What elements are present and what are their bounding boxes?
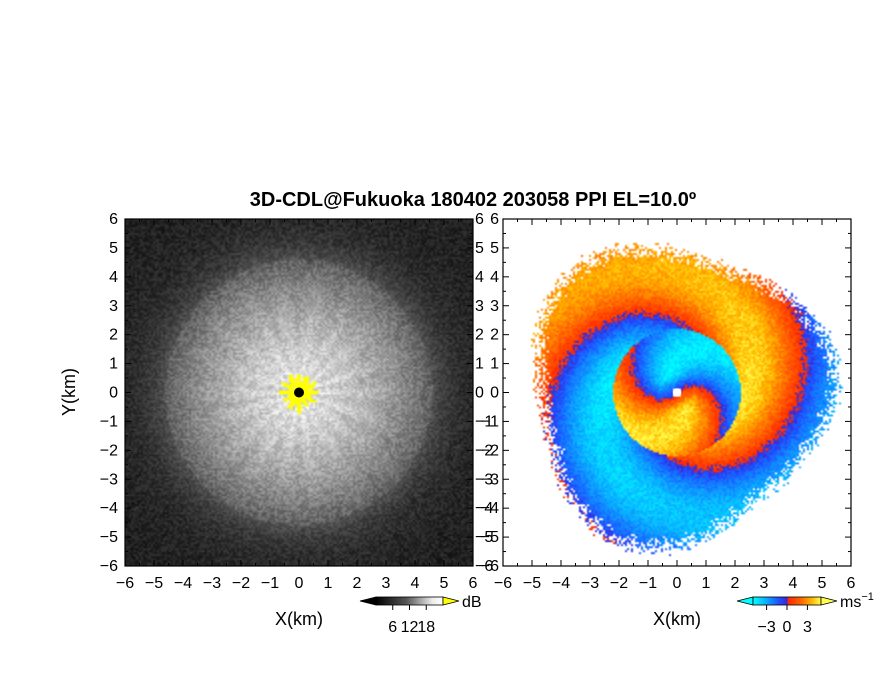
velocity-colorbar-high-arrow bbox=[820, 596, 838, 606]
x-tick-label: −4 bbox=[174, 575, 192, 592]
y-tick-label-right: −3 bbox=[475, 471, 493, 488]
y-tick-label: −5 bbox=[100, 529, 118, 546]
x-tick-label: 6 bbox=[469, 575, 478, 592]
velocity-colorbar-low-arrow bbox=[736, 596, 754, 606]
x-tick-label: −3 bbox=[581, 575, 599, 592]
intensity-x-axis-label: X(km) bbox=[275, 609, 323, 629]
velocity-ticks: −6 −5 −4 −3 −2 −1 0 1 2 3 4 5 6 6 5 4 3 2 1 0 −1 −2 −3 −4 −5 −6 bbox=[481, 211, 856, 592]
y-tick-label: −4 bbox=[481, 500, 499, 517]
colorbar-tick-label: 12 bbox=[401, 619, 419, 636]
x-tick-label: 0 bbox=[673, 575, 682, 592]
velocity-unit-text: ms bbox=[840, 594, 861, 611]
y-tick-label: −3 bbox=[481, 471, 499, 488]
colorbar-gradient bbox=[375, 596, 444, 606]
y-tick-label: 0 bbox=[490, 385, 499, 402]
y-tick-label: 6 bbox=[490, 211, 499, 228]
colorbar-tick-label: 18 bbox=[417, 619, 435, 636]
x-tick-label: −2 bbox=[232, 575, 250, 592]
colorbar-low-arrow bbox=[359, 596, 377, 606]
y-tick-label: −2 bbox=[481, 442, 499, 459]
velocity-colorbar-unit: ms−1 bbox=[840, 591, 874, 611]
y-tick-label: 3 bbox=[109, 298, 118, 315]
x-tick-label: 1 bbox=[324, 575, 333, 592]
x-tick-label: 2 bbox=[731, 575, 740, 592]
x-tick-label: 5 bbox=[440, 575, 449, 592]
velocity-x-axis-label: X(km) bbox=[653, 609, 701, 629]
colorbar-tick-label: 3 bbox=[803, 619, 812, 636]
radar-center-marker-white bbox=[673, 388, 681, 397]
y-tick-label: 1 bbox=[490, 356, 499, 373]
y-tick-label-right: 6 bbox=[475, 211, 484, 228]
velocity-panel: −6 −5 −4 −3 −2 −1 0 1 2 3 4 5 6 6 5 4 3 2 1 0 −1 −2 −3 −4 −5 −6 X… bbox=[481, 211, 856, 629]
y-tick-label-right: −2 bbox=[475, 442, 493, 459]
intensity-panel: −6 −5 −4 −3 −2 −1 0 1 2 3 4 5 66 65 54 43 32 21 10 0−1 −1−2−… bbox=[59, 211, 493, 629]
y-tick-label: −4 bbox=[100, 500, 118, 517]
y-tick-label-right: −5 bbox=[475, 529, 493, 546]
velocity-colorbar-gradient bbox=[752, 596, 822, 606]
colorbar-unit: dB bbox=[462, 594, 482, 611]
y-tick-label: 2 bbox=[109, 327, 118, 344]
velocity-unit-exponent: −1 bbox=[861, 591, 874, 603]
y-tick-label: 6 bbox=[109, 211, 118, 228]
y-tick-label: −6 bbox=[100, 558, 118, 575]
y-tick-label: 5 bbox=[490, 240, 499, 257]
x-tick-label: 1 bbox=[702, 575, 711, 592]
x-tick-label: −5 bbox=[145, 575, 163, 592]
y-tick-label-right: 1 bbox=[475, 356, 484, 373]
y-tick-label: 5 bbox=[109, 240, 118, 257]
intensity-ticks: −6 −5 −4 −3 −2 −1 0 1 2 3 4 5 66 65 54 43 32 21 10 0−1 −1−2−… bbox=[100, 211, 494, 592]
colorbar-high-arrow bbox=[442, 596, 460, 606]
x-tick-label: −6 bbox=[494, 575, 512, 592]
colorbar-tick-label: −3 bbox=[757, 619, 775, 636]
colorbar-tick-label: 0 bbox=[783, 619, 792, 636]
y-tick-label: −2 bbox=[100, 442, 118, 459]
x-tick-label: −1 bbox=[639, 575, 657, 592]
x-tick-label: −3 bbox=[203, 575, 221, 592]
radar-center-marker bbox=[294, 387, 304, 398]
velocity-colorbar-ticks: −3 0 3 bbox=[757, 605, 812, 636]
y-tick-label: −1 bbox=[481, 413, 499, 430]
x-tick-label: −1 bbox=[261, 575, 279, 592]
x-tick-label: 3 bbox=[382, 575, 391, 592]
x-tick-label: 0 bbox=[295, 575, 304, 592]
x-tick-label: −5 bbox=[523, 575, 541, 592]
x-tick-label: 4 bbox=[789, 575, 798, 592]
y-tick-label-right: −1 bbox=[475, 413, 493, 430]
x-tick-label: 2 bbox=[353, 575, 362, 592]
x-tick-label: 3 bbox=[760, 575, 769, 592]
x-tick-label: 6 bbox=[847, 575, 856, 592]
y-tick-label: 0 bbox=[109, 385, 118, 402]
y-tick-label: −1 bbox=[100, 413, 118, 430]
colorbar-tick-label: 6 bbox=[388, 619, 397, 636]
y-tick-label-right: −6 bbox=[475, 558, 493, 575]
figure-title: 3D-CDL@Fukuoka 180402 203058 PPI EL=10.0… bbox=[250, 189, 696, 211]
y-tick-label: 2 bbox=[490, 327, 499, 344]
y-tick-label-right: 3 bbox=[475, 298, 484, 315]
x-tick-label: −6 bbox=[116, 575, 134, 592]
y-tick-label: −5 bbox=[481, 529, 499, 546]
intensity-y-axis-label: Y(km) bbox=[59, 368, 79, 416]
x-tick-label: 4 bbox=[411, 575, 420, 592]
y-tick-label-right: 5 bbox=[475, 240, 484, 257]
velocity-colorbar: −3 0 3 ms−1 bbox=[736, 591, 874, 636]
y-tick-label-right: 0 bbox=[475, 385, 484, 402]
y-tick-label: 4 bbox=[109, 269, 118, 286]
y-tick-label: −3 bbox=[100, 471, 118, 488]
y-tick-label: 4 bbox=[490, 269, 499, 286]
y-tick-label-right: 2 bbox=[475, 327, 484, 344]
y-tick-label: 3 bbox=[490, 298, 499, 315]
x-tick-label: −2 bbox=[610, 575, 628, 592]
y-tick-label-right: 4 bbox=[475, 269, 484, 286]
y-tick-label-right: −4 bbox=[475, 500, 493, 517]
x-tick-label: 5 bbox=[818, 575, 827, 592]
x-tick-label: −4 bbox=[552, 575, 570, 592]
y-tick-label: 1 bbox=[109, 356, 118, 373]
y-tick-label: −6 bbox=[481, 558, 499, 575]
